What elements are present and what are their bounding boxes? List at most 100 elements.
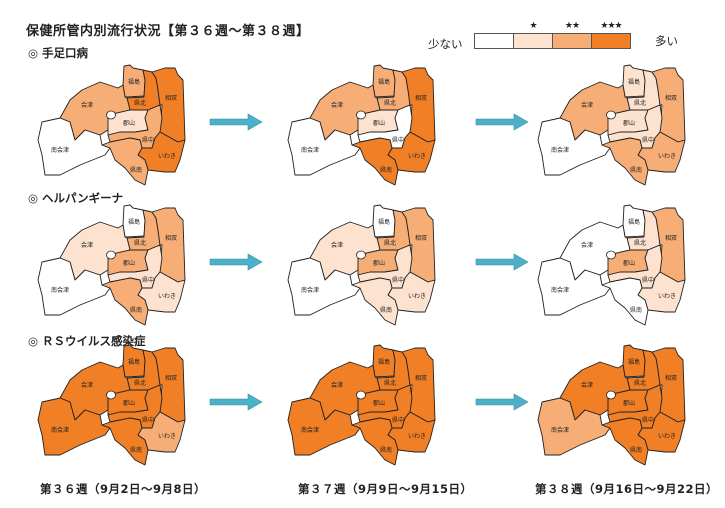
region-label-minamiaizu: 南会津 xyxy=(51,426,69,434)
section-heading-herpangina: ◎ ヘルパンギーナ xyxy=(28,191,124,205)
region-label-minamiaizu: 南会津 xyxy=(51,146,69,154)
region-kennan xyxy=(351,417,399,466)
region-label-fukushima: 福島 xyxy=(378,358,390,366)
region-label-aizu: 会津 xyxy=(331,381,343,389)
region-label-minamiaizu: 南会津 xyxy=(301,286,319,294)
region-map: 福島 県北 相双 会津 郡山 県中 南会津 いわき 県南 xyxy=(530,60,695,192)
legend-stars: ★★★ xyxy=(600,21,622,31)
region-label-soso: 相双 xyxy=(165,374,177,382)
region-label-aizu: 会津 xyxy=(81,241,93,249)
region-label-kenchu: 県中 xyxy=(642,136,654,144)
legend-level-1: ★ xyxy=(514,21,553,48)
week-label-38: 第３８週（9月16日～9月22日） xyxy=(535,482,719,496)
region-label-soso: 相双 xyxy=(415,374,427,382)
section-heading-hfmd: ◎ 手足口病 xyxy=(28,46,89,60)
region-label-kenpoku: 県北 xyxy=(384,379,396,387)
region-label-kennan: 県南 xyxy=(380,446,392,454)
arrow-right-icon xyxy=(474,393,530,411)
region-label-kenpoku: 県北 xyxy=(634,239,646,247)
region-map: 福島 県北 相双 会津 郡山 県中 南会津 いわき 県南 xyxy=(280,60,445,192)
region-kennan xyxy=(101,277,149,326)
region-label-iwaki: いわき xyxy=(658,153,676,160)
region-label-minamiaizu: 南会津 xyxy=(51,286,69,294)
region-kennan xyxy=(351,277,399,326)
region-label-aizu: 会津 xyxy=(81,101,93,109)
region-label-fukushima: 福島 xyxy=(628,358,640,366)
region-label-kenpoku: 県北 xyxy=(634,379,646,387)
region-label-fukushima: 福島 xyxy=(128,218,140,226)
region-label-kenpoku: 県北 xyxy=(384,99,396,107)
region-label-kenchu: 県中 xyxy=(142,416,154,424)
week-label-36: 第３６週（9月2日～9月8日） xyxy=(40,482,207,496)
legend-high-label: 多い xyxy=(655,34,678,48)
region-label-kennan: 県南 xyxy=(630,166,642,174)
region-label-koriyama: 郡山 xyxy=(123,399,135,407)
region-label-kenpoku: 県北 xyxy=(134,239,146,247)
arrow-right-icon xyxy=(208,113,264,131)
arrow-right-icon xyxy=(474,253,530,271)
region-kennan xyxy=(101,137,149,186)
region-label-fukushima: 福島 xyxy=(128,358,140,366)
region-label-kennan: 県南 xyxy=(630,446,642,454)
region-label-fukushima: 福島 xyxy=(128,78,140,86)
region-label-aizu: 会津 xyxy=(331,101,343,109)
region-kennan xyxy=(601,137,649,186)
region-label-kennan: 県南 xyxy=(130,446,142,454)
legend-level-0 xyxy=(475,34,514,48)
region-map: 福島 県北 相双 会津 郡山 県中 南会津 いわき 県南 xyxy=(530,340,695,472)
region-label-fukushima: 福島 xyxy=(628,78,640,86)
region-label-koriyama: 郡山 xyxy=(623,119,635,127)
lake-inawashiro xyxy=(106,110,116,120)
region-label-aizu: 会津 xyxy=(581,241,593,249)
region-label-iwaki: いわき xyxy=(158,293,176,300)
region-label-iwaki: いわき xyxy=(658,433,676,440)
region-label-iwaki: いわき xyxy=(408,433,426,440)
region-map: 福島 県北 相双 会津 郡山 県中 南会津 いわき 県南 xyxy=(30,340,195,472)
region-label-minamiaizu: 南会津 xyxy=(551,146,569,154)
region-label-kenpoku: 県北 xyxy=(634,99,646,107)
region-label-koriyama: 郡山 xyxy=(373,399,385,407)
region-label-kennan: 県南 xyxy=(630,306,642,314)
arrow-right-icon xyxy=(474,113,530,131)
region-label-minamiaizu: 南会津 xyxy=(301,426,319,434)
region-label-koriyama: 郡山 xyxy=(373,259,385,267)
region-label-kenchu: 県中 xyxy=(392,136,404,144)
region-map: 福島 県北 相双 会津 郡山 県中 南会津 いわき 県南 xyxy=(30,60,195,192)
lake-inawashiro xyxy=(356,110,366,120)
page-title: 保健所管内別流行状況【第３６週～第３８週】 xyxy=(26,24,310,39)
region-label-kenchu: 県中 xyxy=(392,416,404,424)
region-label-kenchu: 県中 xyxy=(142,276,154,284)
region-label-kenchu: 県中 xyxy=(642,416,654,424)
region-label-soso: 相双 xyxy=(415,94,427,102)
region-kennan xyxy=(351,137,399,186)
region-map: 福島県北 相双会津郡山県中南会津いわき県南 xyxy=(280,340,445,472)
region-label-kenpoku: 県北 xyxy=(134,379,146,387)
legend-level-3: ★★★ xyxy=(592,21,630,48)
region-label-fukushima: 福島 xyxy=(628,218,640,226)
lake-inawashiro xyxy=(356,390,366,400)
lake-inawashiro xyxy=(606,250,616,260)
arrow-right-icon xyxy=(208,253,264,271)
region-label-koriyama: 郡山 xyxy=(623,259,635,267)
week-label-37: 第３７週（9月9日～9月15日） xyxy=(298,482,473,496)
region-label-iwaki: いわき xyxy=(158,433,176,440)
arrow-right-icon xyxy=(208,393,264,411)
lake-inawashiro xyxy=(356,250,366,260)
region-label-koriyama: 郡山 xyxy=(123,259,135,267)
region-kennan xyxy=(601,417,649,466)
region-map: 福島 県北 相双 会津 郡山 県中 南会津 いわき 県南 xyxy=(530,200,695,332)
region-label-minamiaizu: 南会津 xyxy=(301,146,319,154)
region-label-kennan: 県南 xyxy=(380,306,392,314)
region-label-soso: 相双 xyxy=(665,374,677,382)
region-label-aizu: 会津 xyxy=(331,241,343,249)
region-label-kenchu: 県中 xyxy=(642,276,654,284)
region-label-kennan: 県南 xyxy=(130,306,142,314)
region-label-soso: 相双 xyxy=(165,94,177,102)
region-label-aizu: 会津 xyxy=(581,101,593,109)
region-label-soso: 相双 xyxy=(415,234,427,242)
lake-inawashiro xyxy=(606,110,616,120)
region-label-kenpoku: 県北 xyxy=(384,239,396,247)
region-map: 福島 県北 相双 会津 郡山 県中 南会津 いわき 県南 xyxy=(30,200,195,332)
region-label-aizu: 会津 xyxy=(581,381,593,389)
